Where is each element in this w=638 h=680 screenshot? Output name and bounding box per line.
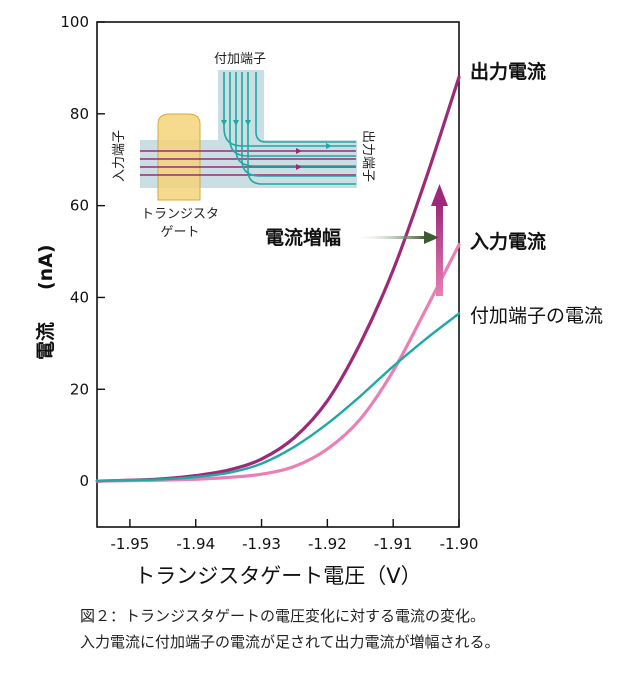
legend-output-current: 出力電流: [470, 60, 546, 83]
series-input-current: [95, 243, 461, 483]
device-schematic-inset: 付加端子 入力端子 出力端子 トランジスタ ゲート: [112, 52, 375, 240]
inset-gate-label-2: ゲート: [160, 225, 199, 240]
y-tick-label: 40: [70, 288, 89, 306]
x-tick-label: -1.93: [242, 535, 281, 553]
caption-line-1: 図２：トランジスタゲートの電圧変化に対する電流の変化。: [80, 607, 486, 625]
legend-extra-terminal-current: 付加端子の電流: [470, 305, 603, 327]
chart: -1.95 -1.94 -1.93 -1.92 -1.91 -1.90 0 20 40 60 80 1…: [34, 13, 603, 588]
x-tick-label: -1.91: [374, 535, 413, 553]
x-axis-title: トランジスタゲート電圧（V）: [134, 564, 421, 588]
inset-gate-label-1: トランジスタ: [141, 207, 219, 222]
amplification-label: 電流増幅: [265, 226, 341, 249]
axis-ticks: -1.95 -1.94 -1.93 -1.92 -1.91 -1.90 0 20 40 60 80 1…: [60, 13, 478, 553]
figure-caption: 図２：トランジスタゲートの電圧変化に対する電流の変化。 入力電流に付加端子の電流…: [80, 603, 620, 655]
series-output-current: [95, 75, 461, 483]
y-tick-label: 80: [70, 105, 89, 123]
x-tick-label: -1.92: [308, 535, 347, 553]
y-tick-label: 60: [70, 197, 89, 215]
y-axis-title: 電流 (nA): [34, 244, 57, 360]
caption-line-2: 入力電流に付加端子の電流が足されて出力電流が増幅される。: [80, 633, 500, 651]
legend-input-current: 入力電流: [470, 230, 546, 253]
plot-frame: [96, 21, 460, 528]
inset-top-label: 付加端子: [214, 52, 266, 67]
y-tick-label: 100: [60, 13, 89, 31]
inset-right-label: 出力端子: [360, 130, 375, 182]
inset-arrowheads: [296, 148, 302, 170]
y-axis-title-main: 電流: [34, 322, 57, 360]
y-axis-title-unit: (nA): [35, 244, 57, 290]
x-tick-label: -1.90: [440, 535, 479, 553]
y-tick-label: 20: [70, 380, 89, 398]
series-lines: [95, 75, 461, 483]
inset-left-label: 入力端子: [112, 130, 127, 182]
x-tick-label: -1.95: [111, 535, 150, 553]
x-tick-label: -1.94: [176, 535, 215, 553]
extra-terminal-flow-lines: [223, 72, 356, 185]
amplification-arrow: [431, 184, 448, 296]
current-amplification-annotation: 電流増幅: [265, 226, 439, 249]
y-tick-label: 0: [79, 472, 89, 490]
series-extra-terminal-current: [95, 312, 461, 483]
